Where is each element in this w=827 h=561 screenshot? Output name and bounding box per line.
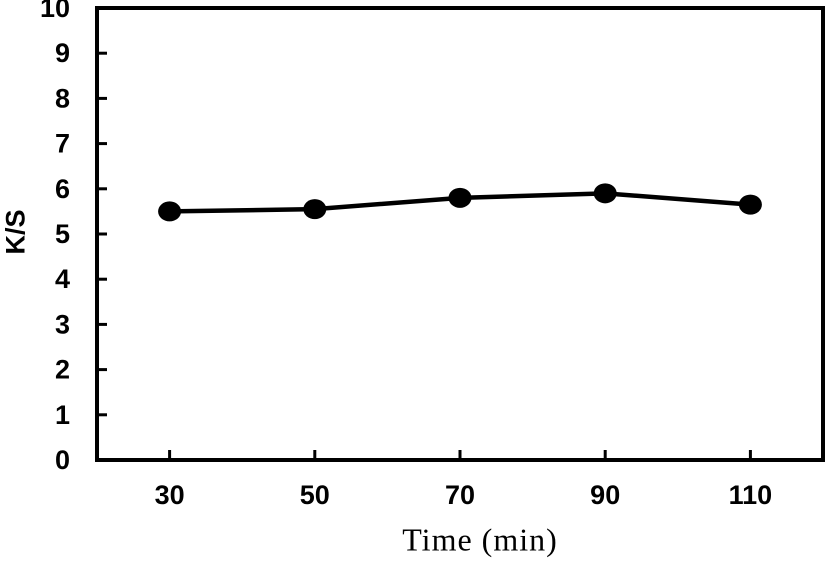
x-tick-label: 30 <box>155 480 185 510</box>
y-tick-label: 0 <box>55 445 70 475</box>
data-point-marker <box>158 201 182 222</box>
y-tick-label: 1 <box>55 400 70 430</box>
x-tick-label: 50 <box>300 480 330 510</box>
data-point-marker <box>738 194 762 215</box>
data-point-marker <box>593 183 617 204</box>
x-axis-title: Time (min) <box>402 521 558 558</box>
x-tick-label: 70 <box>445 480 475 510</box>
y-axis-title: K/S <box>0 209 31 255</box>
y-tick-label: 3 <box>55 309 70 339</box>
y-tick-label: 8 <box>55 83 70 113</box>
y-tick-label: 4 <box>55 264 70 294</box>
y-tick-label: 2 <box>55 355 70 385</box>
y-tick-label: 6 <box>55 174 70 204</box>
y-tick-label: 9 <box>55 38 70 68</box>
x-tick-label: 110 <box>729 480 773 510</box>
y-tick-label: 10 <box>40 0 70 23</box>
y-tick-label: 5 <box>55 219 70 249</box>
data-point-marker <box>448 187 472 208</box>
x-tick-label: 90 <box>590 480 620 510</box>
data-point-marker <box>303 199 327 220</box>
y-tick-label: 7 <box>55 129 70 159</box>
